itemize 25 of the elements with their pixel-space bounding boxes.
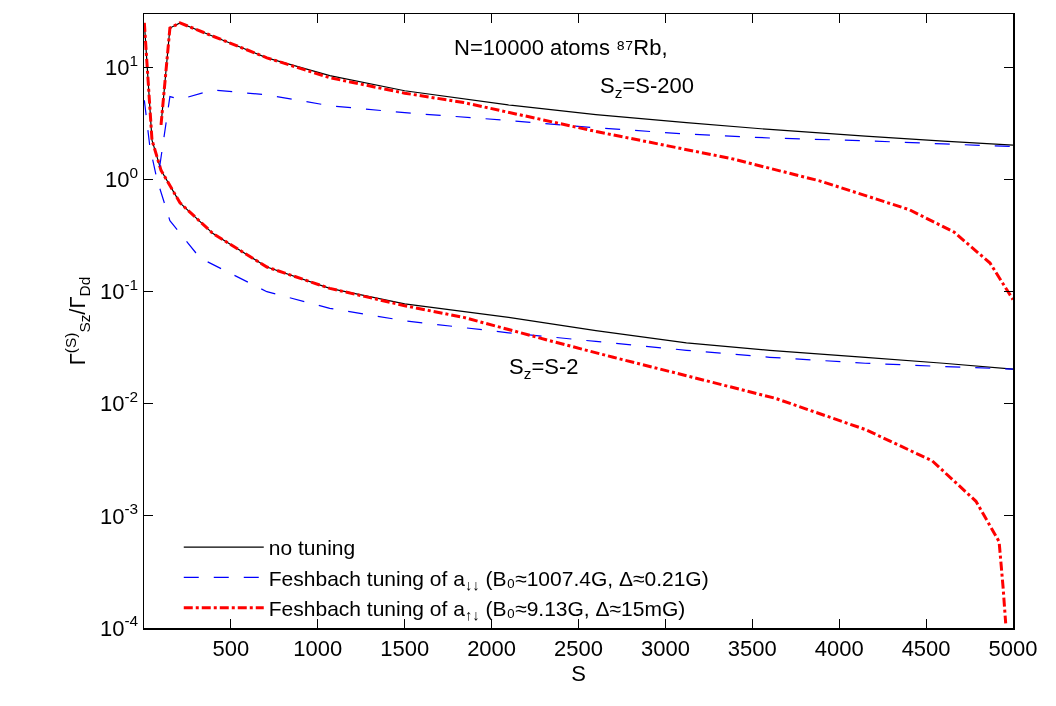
x-tick-label: 4000 bbox=[814, 635, 864, 661]
legend-label: Feshbach tuning of a$_{↓↓}$ (B₀≈1007.4G, Δ≈0.21G) bbox=[268, 566, 709, 594]
x-tick-label: 4500 bbox=[901, 635, 951, 661]
annotation: S$_{z}$=S-2 bbox=[509, 354, 579, 382]
legend-label: no tuning bbox=[268, 536, 356, 560]
x-tick-label: 2500 bbox=[554, 635, 603, 661]
x-tick-label: 3000 bbox=[640, 635, 690, 661]
y-tick-label: 10$^{1}$ bbox=[105, 51, 139, 81]
line-series bbox=[159, 21, 1013, 302]
y-tick-label: 10$^{0}$ bbox=[105, 164, 139, 193]
x-tick-label: 500 bbox=[212, 635, 250, 661]
y-tick-label: 10$^{-3}$ bbox=[99, 500, 139, 529]
annotation: S$_{z}$=S-200 bbox=[600, 73, 694, 101]
x-tick-label: 1500 bbox=[380, 635, 430, 661]
y-tick-label: 10$^{-1}$ bbox=[99, 276, 139, 305]
annotation: N=10000 atoms ⁸⁷Rb, bbox=[454, 35, 668, 60]
x-tick-label: 2000 bbox=[467, 635, 517, 661]
line-series bbox=[144, 21, 1008, 625]
x-axis-title: S bbox=[571, 660, 586, 686]
legend-label: Feshbach tuning of a$_{↑↓}$ (B₀≈9.13G, Δ≈15mG) bbox=[268, 596, 686, 624]
x-tick-label: 5000 bbox=[988, 635, 1038, 661]
y-tick-label: 10$^{-2}$ bbox=[99, 388, 139, 417]
x-tick-label: 3500 bbox=[727, 635, 777, 661]
x-tick-label: 1000 bbox=[293, 635, 343, 661]
y-tick-label: 10$^{-4}$ bbox=[99, 612, 139, 641]
